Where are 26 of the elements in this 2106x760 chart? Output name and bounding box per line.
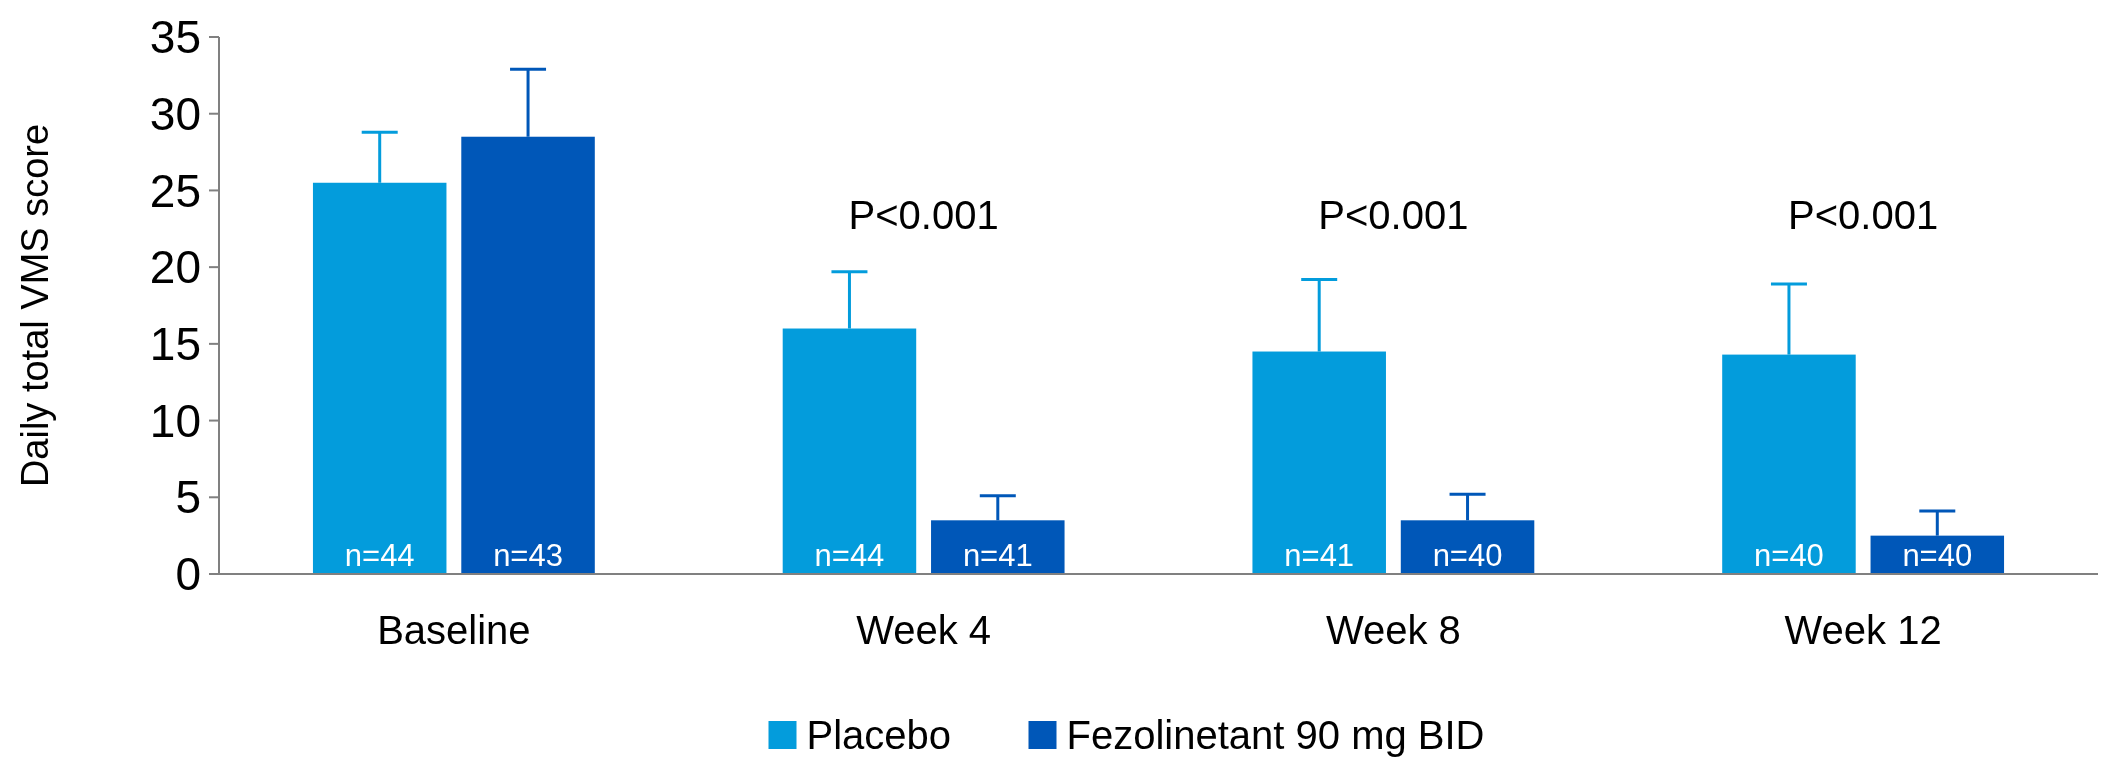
annotation: P<0.001 — [1318, 192, 1469, 237]
annotation: n=41 — [1284, 538, 1355, 573]
legend-label: Placebo — [806, 713, 952, 757]
y-tick-label: 15 — [149, 317, 201, 370]
x-tick-label: Baseline — [377, 608, 531, 652]
y-axis-title: Daily total VMS score — [14, 123, 56, 488]
x-tick-label: Week 4 — [856, 608, 992, 652]
annotation: P<0.001 — [1788, 192, 1939, 237]
annotation: P<0.001 — [848, 192, 999, 237]
y-tick-label: 35 — [149, 11, 201, 64]
x-tick-label: Week 12 — [1784, 608, 1942, 652]
legend-label: Fezolinetant 90 mg BID — [1066, 713, 1485, 757]
y-tick-label: 5 — [175, 471, 201, 524]
y-tick-label: 10 — [149, 394, 201, 447]
annotation: n=44 — [344, 538, 415, 573]
annotation: n=40 — [1432, 538, 1503, 573]
annotation: n=44 — [814, 538, 885, 573]
y-tick-label: 0 — [175, 548, 201, 601]
y-tick-label: 30 — [149, 87, 201, 140]
annotation: n=41 — [962, 538, 1033, 573]
y-tick-label: 20 — [149, 241, 201, 294]
y-tick-label: 25 — [149, 164, 201, 217]
annotation: n=43 — [493, 538, 563, 573]
annotation: n=40 — [1754, 538, 1824, 573]
x-tick-label: Week 8 — [1325, 608, 1461, 652]
annotation: n=40 — [1902, 538, 1973, 573]
